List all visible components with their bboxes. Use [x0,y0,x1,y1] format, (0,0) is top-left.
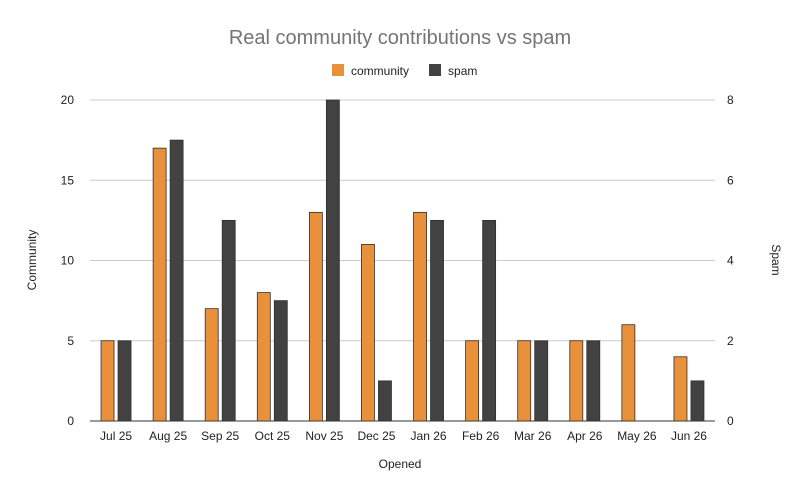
bar-community [361,244,375,422]
x-tick-label: Jan 26 [411,429,447,443]
bar-spam [430,219,444,422]
x-tick-label: Nov 25 [305,429,343,443]
y-tick-label-left: 20 [61,93,75,107]
bar-community [621,324,636,422]
chart-title: Real community contributions vs spam [229,27,571,49]
x-tick-label: Jul 25 [100,429,132,443]
legend-label-spam: spam [448,64,477,78]
bar-spam [273,300,288,422]
y-tick-label-right: 0 [727,414,734,428]
y-tick-label-right: 8 [727,93,734,107]
bar-spam [325,99,340,422]
bar-spam [586,340,601,422]
x-tick-label: Aug 25 [149,429,187,443]
x-axis-label: Opened [379,457,422,471]
x-tick-label: Dec 25 [357,429,395,443]
y-tick-label-right: 2 [727,334,734,348]
x-tick-label: May 26 [617,429,657,443]
bar-community [465,340,480,422]
bar-community [308,211,323,422]
bars [100,99,705,422]
x-tick-label: Jun 26 [671,429,707,443]
ticks: 0 5 10 15 20 0 2 4 6 8 Jul 25 Aug 25 Sep 25 Oct 25 Nov… [61,93,734,443]
x-tick-label: Mar 26 [514,429,552,443]
bar-spam [117,340,132,422]
y-axis-label-left: Community [25,230,39,291]
y-tick-label-right: 6 [727,173,734,187]
x-tick-label: Sep 25 [201,429,239,443]
bar-spam [169,139,184,422]
bar-spam [534,340,549,422]
y-tick-label-left: 15 [61,173,75,187]
y-tick-label-left: 0 [67,414,74,428]
legend-swatch-community [332,64,344,76]
bar-community [569,340,584,422]
bar-community [673,356,688,422]
bar-community [256,292,271,422]
bar-community [100,340,115,422]
bar-spam [221,219,236,422]
y-axis-label-right: Spam [769,244,783,275]
bar-spam [378,380,392,422]
bar-community [517,340,532,422]
bar-community [204,308,219,422]
bar-community [152,147,167,422]
legend-swatch-spam [429,64,442,76]
gridlines [90,99,715,422]
x-tick-label: Apr 26 [567,429,603,443]
bar-community [413,211,427,422]
y-tick-label-left: 10 [61,254,75,268]
y-tick-label-left: 5 [67,334,74,348]
legend: community spam [332,64,477,78]
bar-spam [482,219,497,422]
x-tick-label: Feb 26 [462,429,500,443]
y-tick-label-right: 4 [727,254,734,268]
x-tick-label: Oct 25 [255,429,291,443]
bar-spam [690,380,705,422]
legend-label-community: community [351,64,409,78]
